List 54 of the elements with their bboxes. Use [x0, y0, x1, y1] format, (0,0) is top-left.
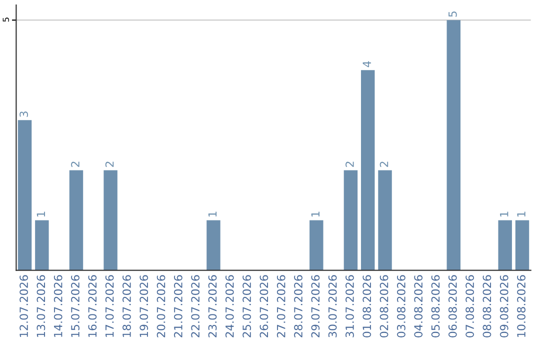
x-tick-label: 07.08.2026 — [466, 275, 474, 338]
bar — [69, 170, 84, 270]
x-tick-label: 28.07.2026 — [294, 275, 302, 338]
data-label: 2 — [71, 162, 80, 167]
data-label: 3 — [20, 112, 28, 117]
x-tick-label: 27.07.2026 — [276, 275, 286, 338]
x-tick-label: 21.07.2026 — [174, 275, 182, 338]
data-label: 5 — [448, 12, 457, 17]
bar — [206, 220, 220, 270]
x-tick-label: 20.07.2026 — [156, 275, 166, 338]
x-tick-label: 04.08.2026 — [414, 275, 423, 338]
x-tick-label: 15.07.2026 — [71, 275, 80, 337]
x-tick-label: 10.08.2026 — [517, 275, 526, 337]
data-label: 1 — [311, 212, 320, 217]
data-label: 1 — [36, 212, 45, 217]
bar — [360, 70, 375, 270]
data-label: 2 — [346, 162, 354, 167]
x-tick-label: 12.07.2026 — [20, 275, 28, 337]
x-tick-label: 08.08.2026 — [482, 275, 492, 338]
data-label: 4 — [362, 61, 371, 68]
x-tick-label: 13.07.2026 — [36, 275, 46, 337]
bar — [446, 20, 460, 270]
x-tick-label: 16.07.2026 — [88, 275, 97, 337]
x-tick-label: 03.08.2026 — [396, 275, 406, 338]
bar — [18, 120, 32, 270]
x-tick-label: 23.07.2026 — [208, 275, 217, 338]
bar — [35, 220, 49, 270]
bar — [310, 220, 324, 270]
data-label: 1 — [500, 212, 508, 217]
x-tick-label: 14.07.2026 — [54, 275, 62, 337]
x-tick-label: 19.07.2026 — [140, 275, 148, 337]
x-tick-label: 22.07.2026 — [191, 275, 200, 338]
x-tick-label: 05.08.2026 — [431, 275, 440, 338]
x-tick-label: 24.07.2026 — [225, 275, 234, 338]
data-label: 1 — [208, 212, 217, 217]
x-tick-label: 06.08.2026 — [448, 275, 457, 338]
x-tick-label: 26.07.2026 — [260, 275, 268, 338]
x-tick-label: 29.07.2026 — [311, 275, 320, 338]
bar — [378, 170, 392, 270]
x-tick-label: 17.07.2026 — [105, 275, 114, 337]
bar — [515, 220, 530, 270]
x-tick-label: 18.07.2026 — [122, 275, 131, 337]
bar — [104, 170, 118, 270]
x-tick-label: 01.08.2026 — [362, 275, 372, 338]
data-label: 2 — [105, 162, 114, 167]
bar — [498, 220, 512, 270]
data-label: 2 — [380, 162, 388, 167]
x-tick-label: 02.08.2026 — [380, 275, 388, 338]
x-tick-label: 30.07.2026 — [328, 275, 337, 338]
x-tick-label: 09.08.2026 — [500, 275, 508, 338]
x-tick-label: 31.07.2026 — [346, 275, 354, 338]
x-tick-label: 25.07.2026 — [242, 275, 252, 338]
bar — [344, 170, 358, 270]
data-label: 1 — [517, 212, 526, 217]
